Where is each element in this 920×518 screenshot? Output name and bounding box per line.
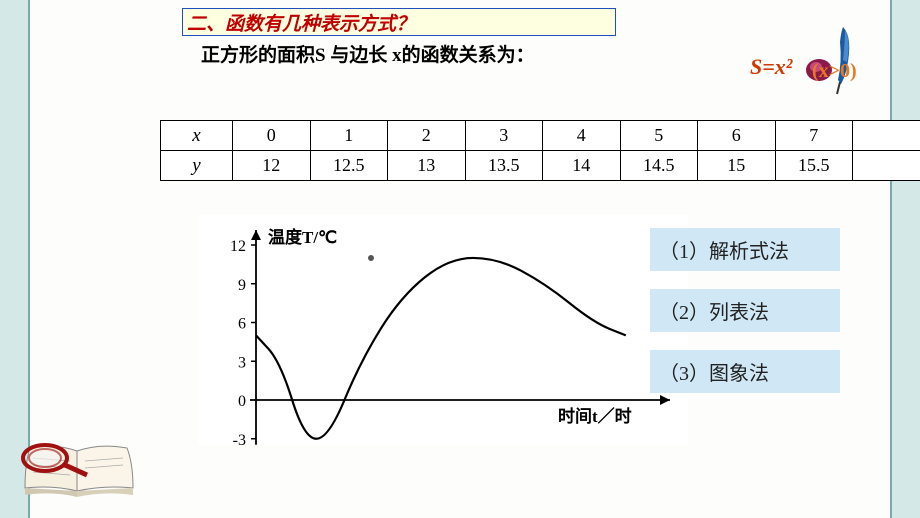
table-cell: 7 [775, 121, 853, 151]
table-cell: 5 [620, 121, 698, 151]
formula-domain: (x>0) [812, 60, 857, 83]
data-table-wrap: x 0 1 2 3 4 5 6 7 y 12 12.5 13 13.5 14 1… [160, 120, 920, 181]
svg-text:12: 12 [230, 238, 246, 255]
table-cell: 15.5 [775, 151, 853, 181]
svg-text:温度T/℃: 温度T/℃ [268, 227, 337, 247]
subtitle-text: 正方形的面积S 与边长 x的函数关系为： [201, 40, 535, 67]
table-cell: 3 [465, 121, 543, 151]
table-cell: 12.5 [310, 151, 388, 181]
svg-text:-3: -3 [233, 432, 246, 445]
method-item: （3）图象法 [650, 350, 840, 393]
table-row: x 0 1 2 3 4 5 6 7 [161, 121, 920, 151]
methods-list: （1）解析式法 （2）列表法 （3）图象法 [650, 228, 840, 411]
row-header-y: y [161, 151, 233, 181]
svg-text:0: 0 [238, 393, 246, 410]
data-table: x 0 1 2 3 4 5 6 7 y 12 12.5 13 13.5 14 1… [160, 120, 920, 181]
table-cell: 2 [388, 121, 466, 151]
section-title: 二、函数有几种表示方式？ [187, 9, 415, 36]
table-cell: 13.5 [465, 151, 543, 181]
section-title-box: 二、函数有几种表示方式？ [182, 8, 616, 36]
table-cell: 14 [543, 151, 621, 181]
method-item: （2）列表法 [650, 289, 840, 332]
table-row: y 12 12.5 13 13.5 14 14.5 15 15.5 [161, 151, 920, 181]
chart-svg: -3 3 6 9 12 0 温度T/℃ 时间t／时 [198, 215, 688, 445]
svg-text:时间t／时: 时间t／时 [558, 406, 632, 426]
table-cell: 15 [698, 151, 776, 181]
table-cell: 13 [388, 151, 466, 181]
open-book-icon [15, 413, 145, 508]
content-panel: 二、函数有几种表示方式？ 正方形的面积S 与边长 x的函数关系为： S=x² (… [28, 0, 892, 518]
table-cell: 14.5 [620, 151, 698, 181]
table-cell [853, 151, 920, 181]
table-cell: 0 [233, 121, 311, 151]
method-item: （1）解析式法 [650, 228, 840, 271]
formula-main: S=x² [750, 54, 792, 80]
table-cell: 4 [543, 121, 621, 151]
svg-text:3: 3 [238, 354, 246, 371]
svg-text:9: 9 [238, 277, 246, 294]
table-cell [853, 121, 920, 151]
temperature-chart: -3 3 6 9 12 0 温度T/℃ 时间t／时 [198, 215, 688, 445]
svg-text:6: 6 [238, 316, 246, 333]
table-cell: 1 [310, 121, 388, 151]
formula-area: S=x² (x>0) [750, 22, 880, 82]
table-cell: 12 [233, 151, 311, 181]
row-header-x: x [161, 121, 233, 151]
page-marker-icon [368, 255, 374, 261]
table-cell: 6 [698, 121, 776, 151]
